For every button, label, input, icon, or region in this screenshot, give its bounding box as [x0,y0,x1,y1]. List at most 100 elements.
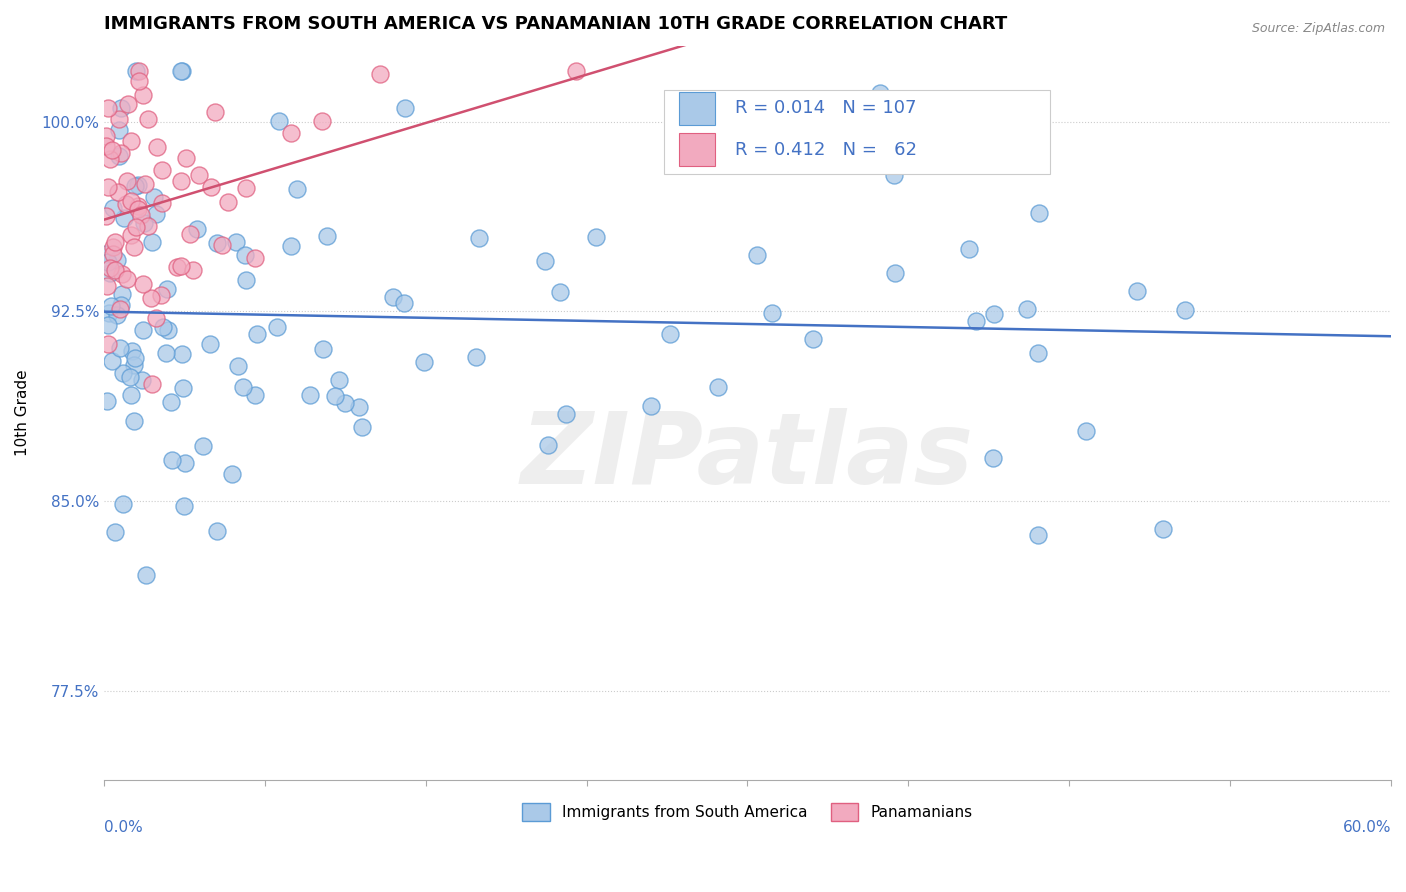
Point [394,101,416,115]
Point [1174,303,1197,318]
Point [280,239,302,253]
Point [228,359,250,374]
Point [869,87,891,101]
Point [97,101,120,115]
Point [111,497,134,511]
Point [101,353,124,368]
Point [225,235,247,249]
Point [112,366,135,380]
Point [107,123,129,137]
Point [101,246,124,260]
Point [883,168,905,182]
Point [132,277,155,291]
Point [156,323,179,337]
Point [172,381,194,395]
Point [1028,206,1050,220]
Point [124,179,146,194]
Point [145,207,167,221]
Point [325,389,347,403]
Point [131,373,153,387]
Text: Source: ZipAtlas.com: Source: ZipAtlas.com [1251,22,1385,36]
Point [173,499,195,513]
Point [166,260,188,274]
Point [285,182,308,196]
Point [658,327,681,342]
Point [269,114,291,128]
Point [120,388,142,402]
Point [96,394,118,409]
Text: ZIPatlas: ZIPatlas [522,409,974,505]
Point [221,467,243,482]
Point [120,227,142,242]
Point [245,387,267,401]
Point [142,190,165,204]
Point [382,290,405,304]
Point [101,201,124,215]
Point [169,259,191,273]
Point [150,163,173,178]
Point [110,287,132,301]
Point [128,64,150,78]
Point [464,350,486,364]
Point [145,311,167,326]
Point [97,336,120,351]
Point [170,64,193,78]
Point [1074,424,1097,438]
Point [706,380,728,394]
Point [100,299,122,313]
Point [761,305,783,319]
Point [122,414,145,428]
Point [187,168,209,182]
Point [132,87,155,102]
Point [413,355,436,369]
Point [957,242,980,256]
Point [111,267,134,281]
Point [174,151,197,165]
Text: R = 0.412   N =   62: R = 0.412 N = 62 [734,141,917,159]
Point [104,235,127,249]
Point [135,568,157,582]
Point [156,283,179,297]
Point [96,209,118,223]
Point [107,149,129,163]
Point [108,341,131,355]
Point [392,295,415,310]
Point [98,152,121,166]
Point [118,370,141,384]
Point [122,240,145,254]
Point [139,291,162,305]
Point [172,346,194,360]
Point [280,126,302,140]
Point [160,394,183,409]
Point [105,253,128,268]
Text: 0.0%: 0.0% [104,820,143,835]
Point [107,185,129,199]
Point [467,231,489,245]
FancyBboxPatch shape [679,92,716,125]
Point [1126,284,1149,298]
Point [141,377,163,392]
Point [160,453,183,467]
Point [174,456,197,470]
Point [104,524,127,539]
Point [537,437,560,451]
Legend: Immigrants from South America, Panamanians: Immigrants from South America, Panamania… [516,797,979,827]
Point [266,320,288,334]
Point [217,194,239,209]
Point [98,306,121,320]
Point [97,254,120,268]
Point [125,64,148,78]
Point [730,149,752,163]
Point [243,251,266,265]
Point [114,196,136,211]
Point [316,228,339,243]
Point [352,420,374,434]
Point [555,407,578,421]
Point [533,254,555,268]
Point [983,307,1005,321]
Point [312,342,335,356]
Point [1152,522,1174,536]
Point [1017,302,1039,317]
Point [110,145,132,160]
Text: R = 0.014   N = 107: R = 0.014 N = 107 [734,99,917,117]
